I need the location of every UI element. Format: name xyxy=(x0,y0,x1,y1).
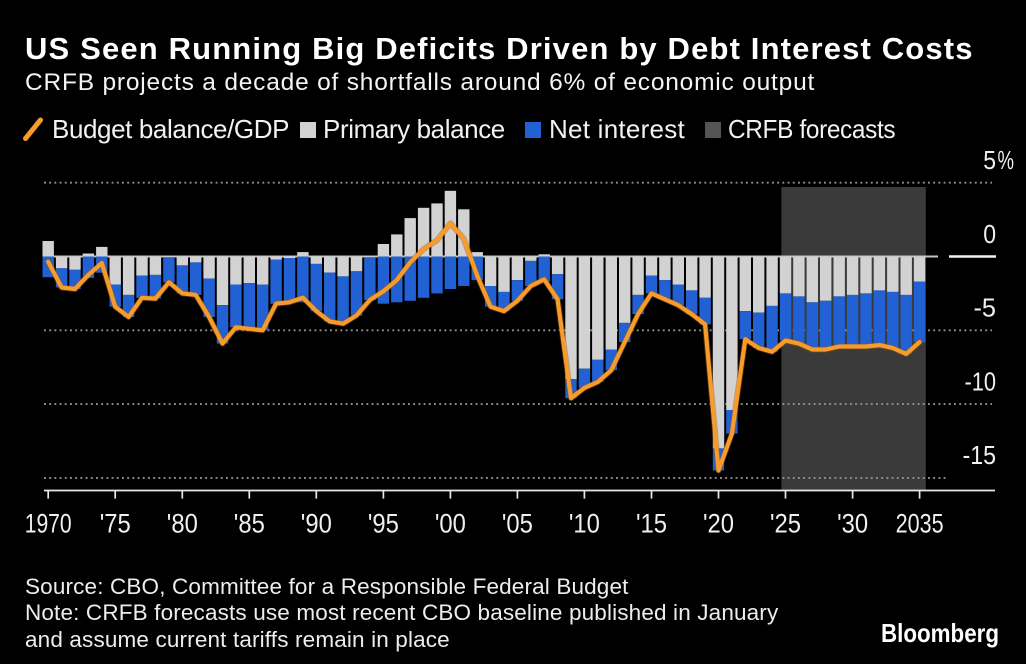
svg-text:'15: '15 xyxy=(636,509,667,539)
svg-text:-10: -10 xyxy=(965,366,997,396)
svg-text:'20: '20 xyxy=(703,509,734,539)
svg-text:'75: '75 xyxy=(100,509,131,539)
svg-text:'00: '00 xyxy=(435,509,466,539)
svg-text:'95: '95 xyxy=(368,509,399,539)
svg-text:'85: '85 xyxy=(234,509,265,539)
svg-text:'10: '10 xyxy=(569,509,600,539)
svg-text:1970: 1970 xyxy=(25,509,72,539)
svg-text:-15: -15 xyxy=(963,440,997,470)
svg-text:0: 0 xyxy=(983,219,996,249)
svg-text:'05: '05 xyxy=(502,509,533,539)
svg-text:5: 5 xyxy=(983,145,996,175)
svg-text:'25: '25 xyxy=(770,509,801,539)
svg-text:'30: '30 xyxy=(837,509,868,539)
svg-text:-5: -5 xyxy=(974,293,997,323)
svg-text:'80: '80 xyxy=(167,509,198,539)
svg-text:2035: 2035 xyxy=(896,509,944,539)
svg-text:'90: '90 xyxy=(301,509,332,539)
svg-text:%: % xyxy=(998,145,1015,175)
